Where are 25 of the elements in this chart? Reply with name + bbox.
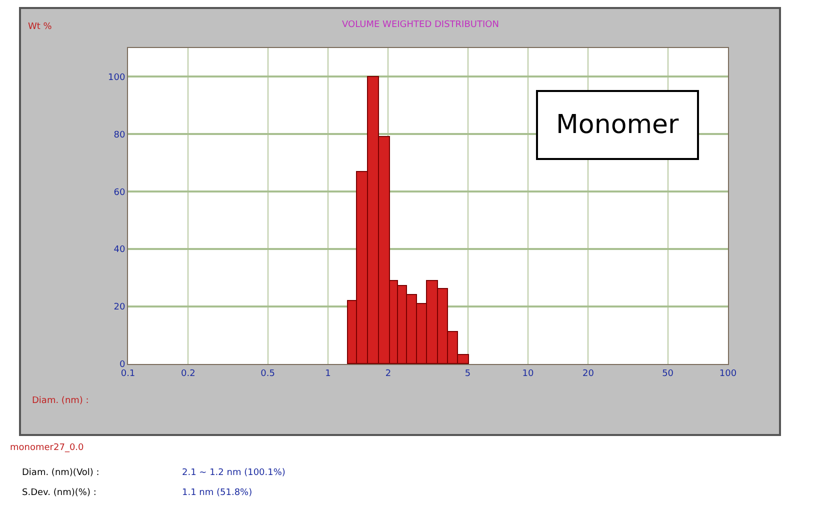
x-tick-label: 0.5 [260, 368, 275, 379]
chart-title: VOLUME WEIGHTED DISTRIBUTION [342, 20, 499, 30]
y-tick-label: 60 [114, 188, 126, 198]
text: Wt % [28, 22, 52, 32]
y-tick-label: 20 [114, 302, 126, 313]
text: monomer27_0.0 [10, 443, 84, 453]
y-tick-label: 40 [114, 245, 126, 256]
y-tick-label: 100 [108, 72, 126, 83]
x-axis-title: Diam. (nm) : [32, 396, 89, 406]
text: 2.1 ~ 1.2 nm (100.1%) [182, 468, 286, 478]
x-tick-label: 20 [582, 368, 594, 379]
annotation: Monomer [556, 110, 680, 140]
x-tick-label: 2 [385, 368, 392, 379]
y-tick-label: 80 [114, 130, 126, 140]
text: S.Dev. (nm)(%) : [22, 488, 96, 498]
y-tick-label: 0 [119, 360, 126, 370]
text: Diam. (nm)(Vol) : [22, 468, 100, 478]
text: 1.1 nm (51.8%) [182, 488, 252, 498]
x-tick-label: 1 [325, 368, 331, 379]
x-tick-label: 0.1 [120, 368, 136, 379]
x-tick-label: 50 [662, 368, 674, 379]
x-tick-label: 0.2 [181, 368, 196, 379]
x-tick-label: 5 [464, 368, 471, 379]
x-tick-label: 10 [522, 368, 534, 379]
x-tick-label: 100 [719, 368, 737, 379]
